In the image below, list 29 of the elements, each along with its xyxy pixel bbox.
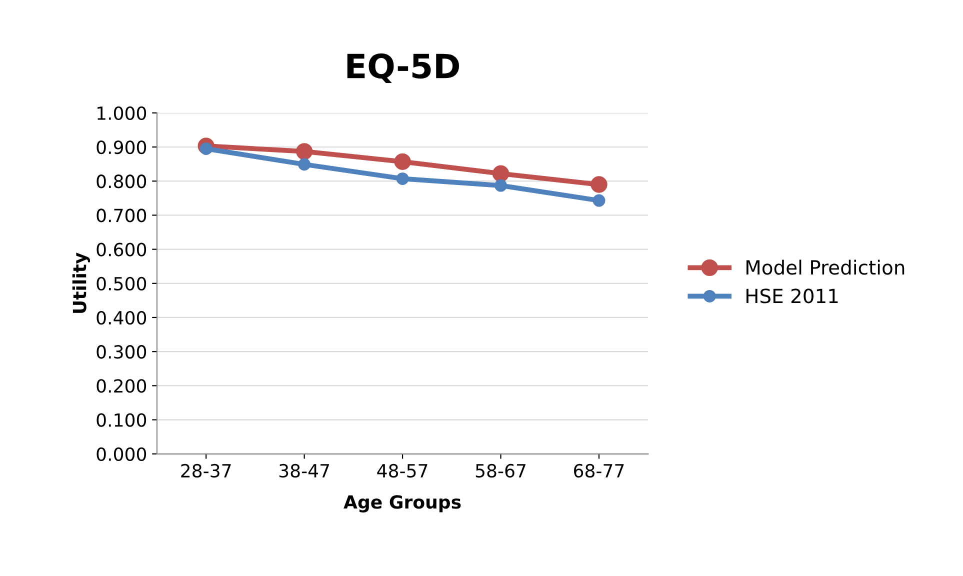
- x-tick-label: 48-57: [377, 464, 428, 478]
- legend-label: HSE 2011: [746, 288, 838, 304]
- y-tick-label: 0.000: [96, 447, 146, 462]
- point: [296, 143, 313, 160]
- x-tick-label: 58-67: [476, 464, 526, 478]
- y-tick-label: 0.800: [96, 174, 146, 188]
- y-tick-label: 0.100: [96, 413, 146, 427]
- y-tick-label: 0.300: [96, 345, 146, 359]
- y-tick-label: 0.900: [96, 140, 146, 154]
- y-tick-label: 1.000: [98, 106, 146, 120]
- x-axis-title: Age Groups: [344, 495, 461, 512]
- y-tick-label: 0.500: [96, 276, 146, 291]
- y-tick-label: 0.700: [96, 208, 146, 222]
- point: [492, 165, 510, 182]
- x-tick-label: 68-77: [574, 464, 624, 478]
- point: [592, 194, 606, 207]
- point: [494, 179, 508, 192]
- point: [394, 153, 411, 170]
- y-tick-label: 0.400: [96, 310, 146, 325]
- point: [298, 158, 311, 171]
- x-tick-label: 38-47: [279, 464, 329, 478]
- x-tick-label: 28-37: [181, 464, 231, 478]
- y-tick-label: 0.200: [96, 379, 146, 393]
- y-axis-title: Utility: [72, 252, 90, 313]
- point: [590, 176, 608, 193]
- legend-label: Model Prediction: [746, 260, 904, 275]
- point: [396, 172, 409, 185]
- y-tick-label: 0.600: [96, 242, 146, 256]
- chart-title: EQ-5D: [347, 53, 460, 84]
